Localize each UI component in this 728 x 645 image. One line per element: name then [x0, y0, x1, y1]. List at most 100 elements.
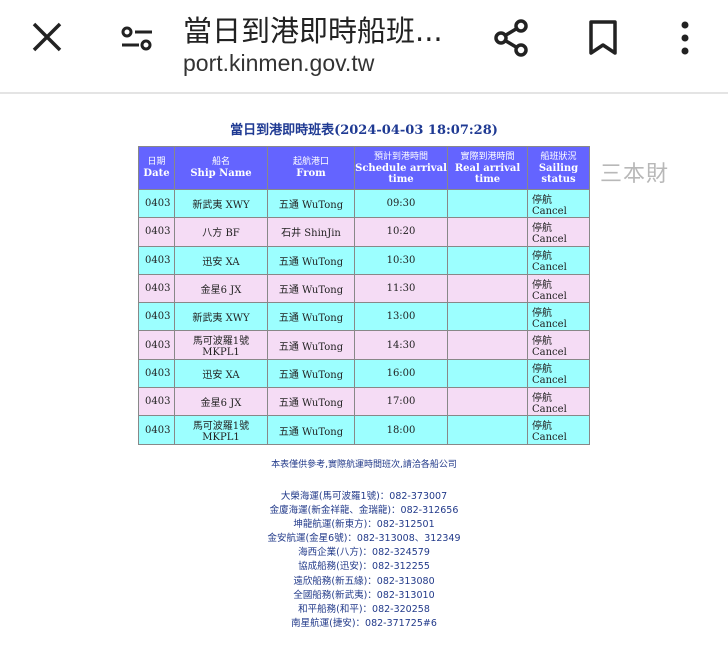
cell-status: 停航 Cancel	[527, 330, 590, 360]
cell-actual	[447, 415, 528, 445]
header-en: Schedule arrival time	[355, 162, 447, 185]
cell-status: 停航 Cancel	[527, 245, 590, 275]
cell-date: 0403	[138, 330, 175, 360]
contact-item: 協成船務(迅安)：082-312255	[298, 561, 430, 573]
cell-scheduled: 09:30	[354, 188, 448, 219]
cell-ship: 迅安 XA	[174, 245, 268, 275]
cell-status: 停航 Cancel	[527, 387, 590, 417]
header-zh: 日期	[147, 157, 166, 167]
cell-scheduled: 16:00	[354, 358, 448, 389]
table-header-row: 日期 Date 船名 Ship Name 起航港口 From 預計到港時間 Schedule …	[138, 146, 590, 190]
cell-status: 停航 Cancel	[527, 302, 590, 332]
cell-actual	[447, 273, 528, 304]
cell-from: 五通 WuTong	[267, 302, 355, 332]
cell-actual	[447, 188, 528, 219]
table-row: 0403 新武夷 XWY 五通 WuTong 09:30 停航 Cancel	[138, 188, 590, 219]
header-schedule-arrival: 預計到港時間 Schedule arrival time	[354, 146, 448, 190]
cell-from: 五通 WuTong	[267, 188, 355, 219]
cell-ship: 馬可波羅1號 MKPL1	[174, 415, 268, 445]
cell-actual	[447, 358, 528, 389]
header-zh: 船名	[211, 157, 230, 167]
arrival-schedule-table: 日期 Date 船名 Ship Name 起航港口 From 預計到港時間 Schedule …	[138, 146, 590, 445]
cell-status: 停航 Cancel	[527, 358, 590, 389]
header-en: Real arrival time	[454, 162, 521, 185]
watermark: 三本財	[600, 162, 670, 187]
header-en: Sailing status	[538, 162, 579, 185]
cell-scheduled: 11:30	[354, 273, 448, 304]
contact-item: 南星航運(捷安)：082-371725#6	[291, 617, 437, 629]
cell-scheduled: 14:30	[354, 330, 448, 360]
cell-actual	[447, 245, 528, 275]
contact-item: 大榮海運(馬可波羅1號)：082-373007	[280, 491, 448, 502]
contact-item: 遠欣船務(新五緣)：082-313080	[293, 575, 435, 587]
cell-date: 0403	[138, 217, 175, 247]
cell-ship: 八方 BF	[174, 217, 268, 247]
header-from: 起航港口 From	[267, 146, 355, 190]
cell-date: 0403	[138, 415, 175, 445]
table-row: 0403 馬可波羅1號 MKPL1 五通 WuTong 18:00 停航 Cancel	[138, 415, 590, 445]
header-ship-name: 船名 Ship Name	[174, 146, 268, 190]
cell-status: 停航 Cancel	[527, 273, 590, 304]
cell-scheduled: 10:20	[354, 217, 448, 247]
cell-from: 五通 WuTong	[267, 273, 355, 304]
cell-actual	[447, 330, 528, 360]
cell-ship: 新武夷 XWY	[174, 302, 268, 332]
contact-item: 和平船務(和平)：082-320258	[298, 603, 430, 615]
contact-list: 大榮海運(馬可波羅1號)：082-373007 金廈海運(新金祥龍、金瑞龍)：08…	[0, 490, 728, 631]
cell-ship: 金星6 JX	[174, 387, 268, 417]
cell-date: 0403	[138, 273, 175, 304]
contact-item: 海西企業(八方)：082-324579	[298, 547, 430, 559]
cell-ship: 新武夷 XWY	[174, 188, 268, 219]
cell-from: 五通 WuTong	[267, 415, 355, 445]
table-row: 0403 金星6 JX 五通 WuTong 17:00 停航 Cancel	[138, 387, 590, 417]
header-en: Date	[143, 168, 170, 179]
contact-item: 全國船務(新武夷)：082-313010	[293, 589, 435, 601]
header-en: Ship Name	[190, 168, 252, 179]
bookmark-icon[interactable]	[588, 20, 618, 56]
cell-actual	[447, 387, 528, 417]
cell-from: 五通 WuTong	[267, 358, 355, 389]
header-sailing-status: 船班狀況 Sailing status	[527, 146, 590, 190]
share-icon[interactable]	[492, 18, 530, 58]
cell-scheduled: 17:00	[354, 387, 448, 417]
schedule-title: 當日到港即時班表(2024-04-03 18:07:28)	[230, 123, 498, 138]
cell-date: 0403	[138, 188, 175, 219]
table-row: 0403 金星6 JX 五通 WuTong 11:30 停航 Cancel	[138, 273, 590, 304]
header-zh: 船班狀況	[540, 151, 577, 162]
table-row: 0403 新武夷 XWY 五通 WuTong 13:00 停航 Cancel	[138, 302, 590, 332]
cell-from: 五通 WuTong	[267, 330, 355, 360]
header-en: From	[296, 168, 326, 179]
header-real-arrival: 實際到港時間 Real arrival time	[447, 146, 528, 190]
contact-item: 金廈海運(新金祥龍、金瑞龍)：082-312656	[269, 505, 459, 517]
cell-date: 0403	[138, 302, 175, 332]
contact-item: 金安航運(金星6號)：082-313008、312349	[267, 533, 461, 545]
header-zh: 起航港口	[292, 157, 329, 167]
table-row: 0403 八方 BF 石井 ShinJin 10:20 停航 Cancel	[138, 217, 590, 247]
cell-status: 停航 Cancel	[527, 188, 590, 219]
cell-from: 石井 ShinJin	[267, 217, 355, 247]
cell-ship: 馬可波羅1號 MKPL1	[174, 330, 268, 360]
cell-ship: 金星6 JX	[174, 273, 268, 304]
cell-date: 0403	[138, 245, 175, 275]
page-title-bar: 當日到港即時船班...	[183, 14, 443, 48]
cell-status: 停航 Cancel	[527, 415, 590, 445]
header-zh: 實際到港時間	[460, 151, 515, 162]
cell-actual	[447, 302, 528, 332]
cell-actual	[447, 217, 528, 247]
table-row: 0403 迅安 XA 五通 WuTong 16:00 停航 Cancel	[138, 358, 590, 389]
cell-scheduled: 18:00	[354, 415, 448, 445]
cell-scheduled: 10:30	[354, 245, 448, 275]
table-row: 0403 馬可波羅1號 MKPL1 五通 WuTong 14:30 停航 Cancel	[138, 330, 590, 360]
browser-toolbar: 當日到港即時船班... port.kinmen.gov.tw	[0, 0, 728, 94]
header-zh: 預計到港時間	[373, 151, 428, 162]
cell-from: 五通 WuTong	[267, 387, 355, 417]
tune-icon[interactable]	[120, 24, 154, 54]
url-text[interactable]: port.kinmen.gov.tw	[183, 50, 375, 76]
cell-ship: 迅安 XA	[174, 358, 268, 389]
more-vert-icon[interactable]	[676, 20, 694, 56]
cell-status: 停航 Cancel	[527, 217, 590, 247]
close-icon[interactable]	[30, 20, 64, 54]
table-row: 0403 迅安 XA 五通 WuTong 10:30 停航 Cancel	[138, 245, 590, 275]
header-date: 日期 Date	[138, 146, 175, 190]
contact-item: 坤龍航運(新東方)：082-312501	[293, 519, 435, 531]
